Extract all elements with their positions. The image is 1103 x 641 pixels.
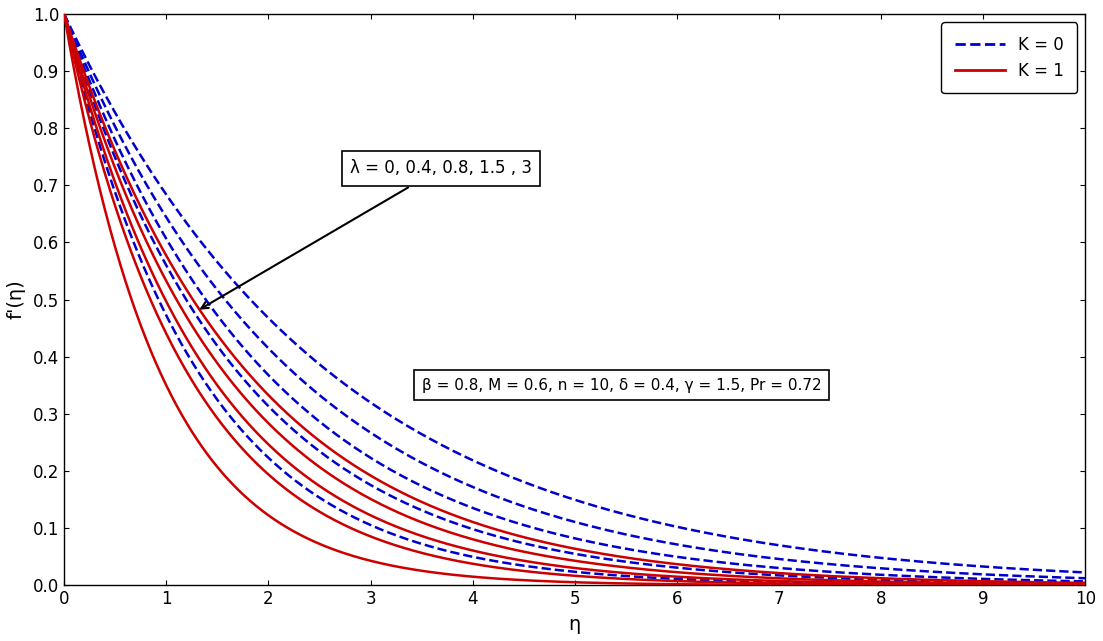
X-axis label: η: η	[569, 615, 581, 634]
Text: β = 0.8, M = 0.6, n = 10, δ = 0.4, γ = 1.5, Pr = 0.72: β = 0.8, M = 0.6, n = 10, δ = 0.4, γ = 1…	[421, 378, 822, 393]
Y-axis label: f'(η): f'(η)	[7, 279, 26, 319]
Text: λ = 0, 0.4, 0.8, 1.5 , 3: λ = 0, 0.4, 0.8, 1.5 , 3	[202, 159, 532, 308]
Legend: K = 0, K = 1: K = 0, K = 1	[941, 22, 1078, 94]
